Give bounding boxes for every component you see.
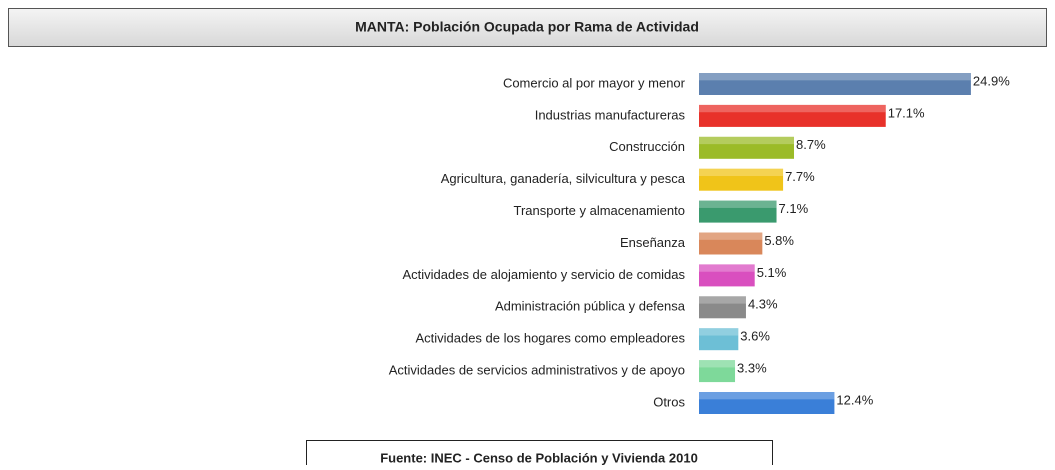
bar-shine xyxy=(699,392,835,400)
bar xyxy=(699,296,746,319)
bar xyxy=(699,328,739,351)
bar-shine xyxy=(699,296,746,304)
value-label: 17.1% xyxy=(888,105,925,120)
bar-shine xyxy=(699,328,739,336)
category-label: Enseñanza xyxy=(620,235,686,250)
value-label: 24.9% xyxy=(973,73,1010,88)
bar-shine xyxy=(699,264,755,272)
value-label: 5.1% xyxy=(757,265,787,280)
value-label: 3.6% xyxy=(740,329,770,344)
category-label: Actividades de servicios administrativos… xyxy=(389,363,685,378)
category-label: Agricultura, ganadería, silvicultura y p… xyxy=(441,171,686,186)
bar xyxy=(699,136,795,159)
category-label: Transporte y almacenamiento xyxy=(514,203,686,218)
bar xyxy=(699,168,784,191)
category-label: Comercio al por mayor y menor xyxy=(503,75,686,90)
bar xyxy=(699,104,886,127)
bar xyxy=(699,232,763,255)
category-label: Construcción xyxy=(609,139,685,154)
bar-shine xyxy=(699,232,763,240)
bar-shine xyxy=(699,104,886,113)
source: Fuente: INEC - Censo de Población y Vivi… xyxy=(380,450,698,465)
value-label: 12.4% xyxy=(836,392,873,407)
value-label: 3.3% xyxy=(737,361,767,376)
value-label: 7.7% xyxy=(785,169,815,184)
bar-shine xyxy=(699,136,795,145)
value-label: 5.8% xyxy=(764,233,794,248)
bar xyxy=(699,73,971,95)
category-label: Actividades de los hogares como empleado… xyxy=(415,331,685,346)
chart-title: MANTA: Población Ocupada por Rama de Act… xyxy=(355,19,699,35)
bar-shine xyxy=(699,73,971,81)
bar-shine xyxy=(699,200,777,208)
bar xyxy=(699,360,736,383)
category-label: Otros xyxy=(653,394,685,409)
bar xyxy=(699,392,835,414)
bar xyxy=(699,264,755,287)
value-label: 7.1% xyxy=(779,201,809,216)
title-box xyxy=(8,8,1047,47)
category-label: Administración pública y defensa xyxy=(495,299,686,314)
bar-shine xyxy=(699,360,736,368)
bar xyxy=(699,200,777,223)
category-label: Industrias manufactureras xyxy=(535,107,686,122)
value-label: 4.3% xyxy=(748,297,778,312)
bar-shine xyxy=(699,168,784,177)
value-label: 8.7% xyxy=(796,137,826,152)
category-label: Actividades de alojamiento y servicio de… xyxy=(402,267,685,282)
